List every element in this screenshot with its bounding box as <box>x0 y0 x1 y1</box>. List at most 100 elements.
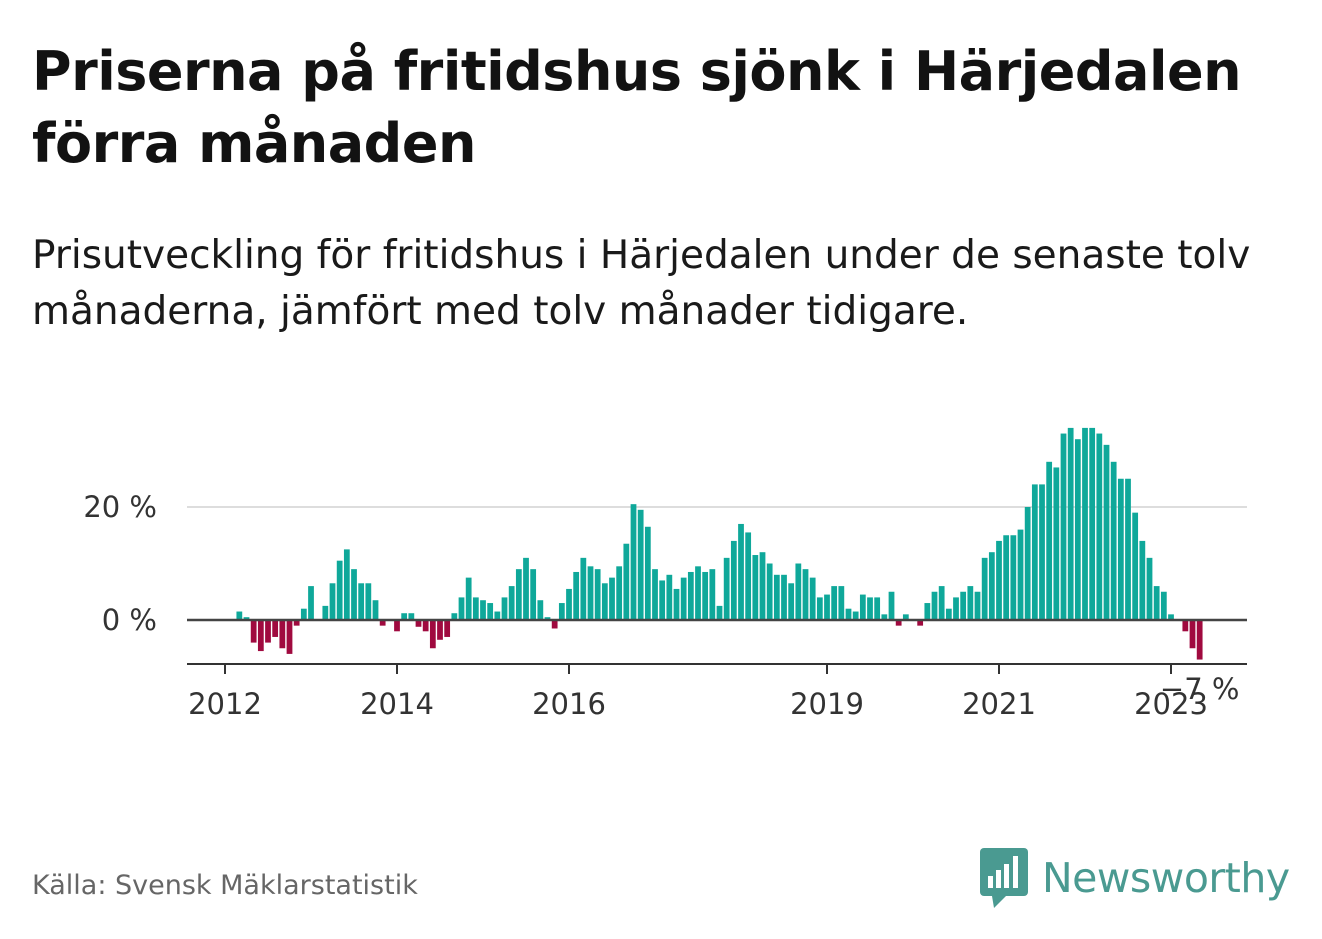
bar <box>308 586 314 620</box>
bar <box>257 620 264 652</box>
bar <box>1146 557 1153 620</box>
bar <box>1017 529 1024 620</box>
bar <box>537 600 544 620</box>
bar <box>809 577 816 621</box>
bar <box>1053 467 1060 620</box>
bar <box>558 603 565 620</box>
bar <box>272 620 279 637</box>
bar <box>544 617 551 621</box>
bar <box>1096 433 1103 620</box>
x-tick-label: 2023 <box>1134 687 1208 721</box>
x-tick-label: 2014 <box>360 687 434 721</box>
bar-chart: 0 % 20 % 2012 2014 2016 2019 2021 2023 −7 % <box>83 427 1247 721</box>
bar <box>422 620 429 632</box>
bar <box>566 588 572 621</box>
x-tick-label: 2021 <box>962 687 1036 721</box>
bar <box>594 569 601 620</box>
bar <box>1117 478 1124 620</box>
bar <box>250 620 257 643</box>
bar <box>293 620 300 626</box>
bar <box>379 620 386 626</box>
bar <box>415 620 422 627</box>
bar <box>637 509 644 620</box>
bar <box>286 620 293 654</box>
bar <box>996 540 1002 620</box>
bar <box>1125 478 1131 620</box>
bar <box>343 549 350 621</box>
bar <box>917 620 924 626</box>
bar <box>601 583 608 621</box>
bar <box>723 557 730 620</box>
bar <box>358 583 365 621</box>
bar <box>967 586 974 620</box>
bar <box>551 620 558 629</box>
bar <box>766 563 773 620</box>
bar <box>1103 444 1110 620</box>
x-tick-label: 2019 <box>790 687 864 721</box>
bar <box>444 620 451 637</box>
bar <box>1110 461 1117 620</box>
bar <box>738 523 744 620</box>
bar <box>702 571 709 620</box>
bar <box>881 614 888 620</box>
bar <box>730 540 737 620</box>
bar <box>1060 433 1067 620</box>
source-note: Källa: Svensk Mäklarstatistik <box>32 870 418 901</box>
bar <box>888 591 895 620</box>
bar <box>494 611 501 621</box>
bar <box>838 586 845 620</box>
bar <box>1024 507 1031 620</box>
bar <box>1039 484 1045 620</box>
bar <box>1031 484 1038 620</box>
bar <box>644 526 651 620</box>
bar <box>630 504 637 620</box>
bar <box>902 614 909 620</box>
bar <box>336 560 343 621</box>
bar <box>1160 591 1167 620</box>
bar <box>859 594 866 620</box>
bar <box>673 588 680 621</box>
bar <box>773 574 780 620</box>
brand-name: Newsworthy <box>1042 854 1290 902</box>
bar <box>974 591 981 620</box>
bar <box>802 569 809 620</box>
bar <box>788 583 795 621</box>
y-tick-label: 20 % <box>83 490 157 524</box>
bar <box>487 603 494 620</box>
bar <box>580 557 587 620</box>
bars <box>236 427 1203 660</box>
bar <box>1168 614 1174 620</box>
bar <box>501 597 508 620</box>
bar <box>745 532 752 621</box>
bar <box>1196 620 1203 660</box>
bar <box>1074 439 1081 620</box>
brand-logo: Newsworthy <box>980 848 1290 908</box>
chart-subtitle: Prisutveckling för fritidshus i Härjedal… <box>32 233 1251 334</box>
bar <box>365 583 372 621</box>
y-tick-labels: 0 % 20 % <box>83 490 157 637</box>
bar <box>695 566 701 620</box>
bar <box>508 586 515 620</box>
bar <box>666 574 673 620</box>
bar <box>429 620 436 649</box>
bar <box>874 597 881 620</box>
bar <box>795 563 802 620</box>
x-tick-label: 2012 <box>188 687 262 721</box>
bar <box>616 566 623 620</box>
bar <box>372 600 379 620</box>
bar <box>279 620 286 649</box>
bar <box>680 577 687 621</box>
bar <box>938 586 945 620</box>
bar <box>1003 535 1010 620</box>
bar <box>659 580 666 620</box>
bar <box>480 600 486 620</box>
bar <box>1189 620 1196 649</box>
bar <box>953 597 959 620</box>
bar <box>1132 512 1139 620</box>
bar <box>451 613 458 620</box>
bar <box>895 620 902 626</box>
bar <box>329 583 336 621</box>
bar <box>1153 586 1160 620</box>
bar <box>716 605 723 621</box>
bar <box>530 569 537 620</box>
